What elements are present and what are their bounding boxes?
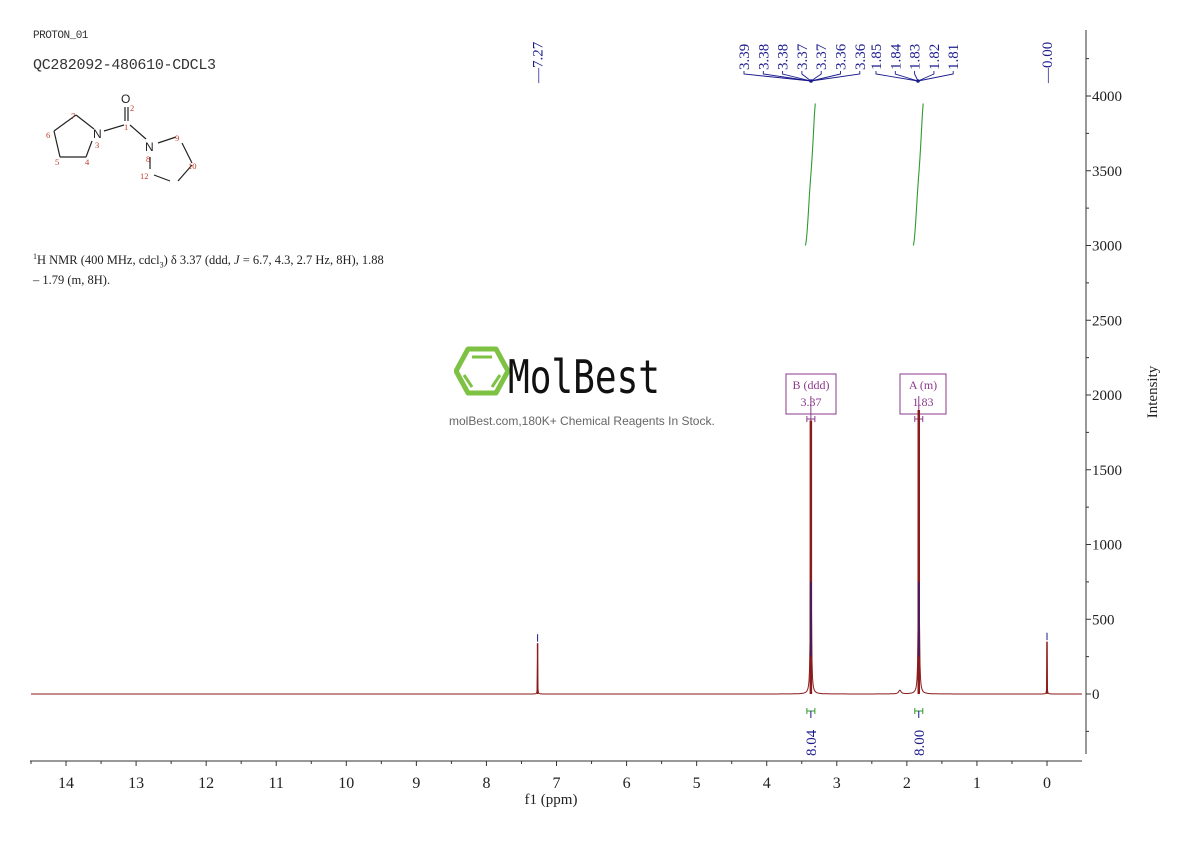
x-tick-label: 1 (973, 775, 981, 792)
multiplet-boxes: B (ddd)3.37A (m)1.83 (785, 373, 947, 422)
svg-text:4: 4 (85, 157, 90, 167)
watermark-tagline: molBest.com,180K+ Chemical Reagents In S… (449, 414, 715, 428)
x-tick-label: 9 (412, 775, 420, 792)
peak-labels: —7.27 —0.003.39 3.38 3.38 3.37 3.37 3.36 3.36 1.… (531, 41, 1056, 84)
y-tick-label: 0 (1092, 687, 1100, 703)
x-tick-label: 3 (833, 775, 841, 792)
sample-id: QC282092-480610-CDCL3 (33, 57, 216, 74)
svg-text:3: 3 (95, 140, 99, 150)
y-tick-label: 3500 (1092, 164, 1122, 180)
multiplet-title: B (ddd) (793, 378, 830, 392)
svg-text:7: 7 (71, 111, 75, 121)
peak-shift-label: 3.37 (814, 43, 830, 70)
y-tick-label: 2500 (1092, 313, 1122, 329)
x-tick-label: 11 (269, 775, 284, 792)
y-tick-label: 500 (1092, 612, 1115, 628)
benzene-logo-icon (454, 346, 511, 396)
x-tick-label: 0 (1043, 775, 1051, 792)
atom-n-left: N (93, 127, 102, 141)
molbest-brand: MolBest (508, 350, 660, 400)
experiment-name: PROTON_01 (33, 30, 88, 42)
integral-value: 8.04 (804, 729, 820, 756)
y-tick-label: 4000 (1092, 89, 1122, 105)
multiplet-shift: 1.83 (913, 395, 934, 409)
svg-text:9: 9 (175, 133, 179, 143)
peak-shift-label: —0.00 (1040, 42, 1056, 84)
integral-value: 8.00 (912, 730, 928, 756)
peak-shift-label: 3.38 (776, 44, 792, 70)
multiplet-title: A (m) (909, 378, 937, 392)
x-tick-label: 5 (693, 775, 701, 792)
svg-text:11: 11 (169, 184, 177, 185)
svg-text:10: 10 (188, 161, 197, 171)
peak-shift-label: 3.36 (834, 43, 850, 70)
integral-curves (804, 103, 924, 246)
y-tick-label: 3000 (1092, 239, 1122, 255)
y-axis: 0 500 1000 1500 2000 2500 3000 3500 4000 Intensit… (1085, 30, 1161, 754)
peak-shift-label: 3.38 (756, 44, 772, 70)
y-axis-label: Intensity (1145, 365, 1161, 418)
integral-labels: 8.04 8.00 (804, 708, 928, 756)
peak-shift-label: 3.39 (737, 44, 753, 70)
svg-text:5: 5 (55, 157, 59, 167)
peak-shift-label: —7.27 (531, 41, 547, 84)
x-tick-label: 8 (482, 775, 490, 792)
peak-shift-label: 1.85 (869, 44, 885, 70)
x-tick-label: 4 (763, 775, 771, 792)
x-tick-label: 6 (623, 775, 631, 792)
x-tick-label: 12 (198, 775, 214, 792)
atom-n-right: N (145, 140, 154, 154)
peak-shift-label: 3.37 (795, 43, 811, 70)
y-tick-label: 2000 (1092, 388, 1122, 404)
svg-text:8: 8 (146, 154, 150, 164)
chemical-structure: O N N 1 2 3 4 5 6 7 8 9 10 11 12 (46, 92, 197, 185)
peak-shift-label: 1.83 (908, 44, 924, 70)
svg-text:1: 1 (124, 122, 128, 132)
peak-shift-label: 1.81 (946, 44, 962, 70)
x-tick-label: 14 (58, 775, 74, 792)
x-tick-label: 13 (128, 775, 144, 792)
svg-text:2: 2 (130, 103, 134, 113)
spectrum-trace (31, 409, 1082, 695)
nmr-description: 1H NMR (400 MHz, cdcl3) δ 3.37 (ddd, J =… (33, 252, 384, 287)
svg-text:6: 6 (46, 130, 50, 140)
x-tick-label: 2 (903, 775, 911, 792)
atom-o: O (121, 92, 130, 106)
x-axis: 14 13 12 11 10 9 8 7 6 5 4 3 2 1 0f1 (ppm) (30, 760, 1082, 808)
peak-shift-label: 3.36 (853, 43, 869, 70)
y-tick-label: 1000 (1092, 538, 1122, 554)
peak-shift-label: 1.82 (927, 44, 943, 70)
x-axis-label: f1 (ppm) (525, 792, 578, 808)
y-tick-label: 1500 (1092, 463, 1122, 479)
peak-shift-label: 1.84 (888, 43, 904, 70)
x-tick-label: 7 (553, 775, 561, 792)
molbest-logo: MolBest (454, 346, 660, 400)
svg-text:12: 12 (140, 171, 149, 181)
x-tick-label: 10 (338, 775, 354, 792)
